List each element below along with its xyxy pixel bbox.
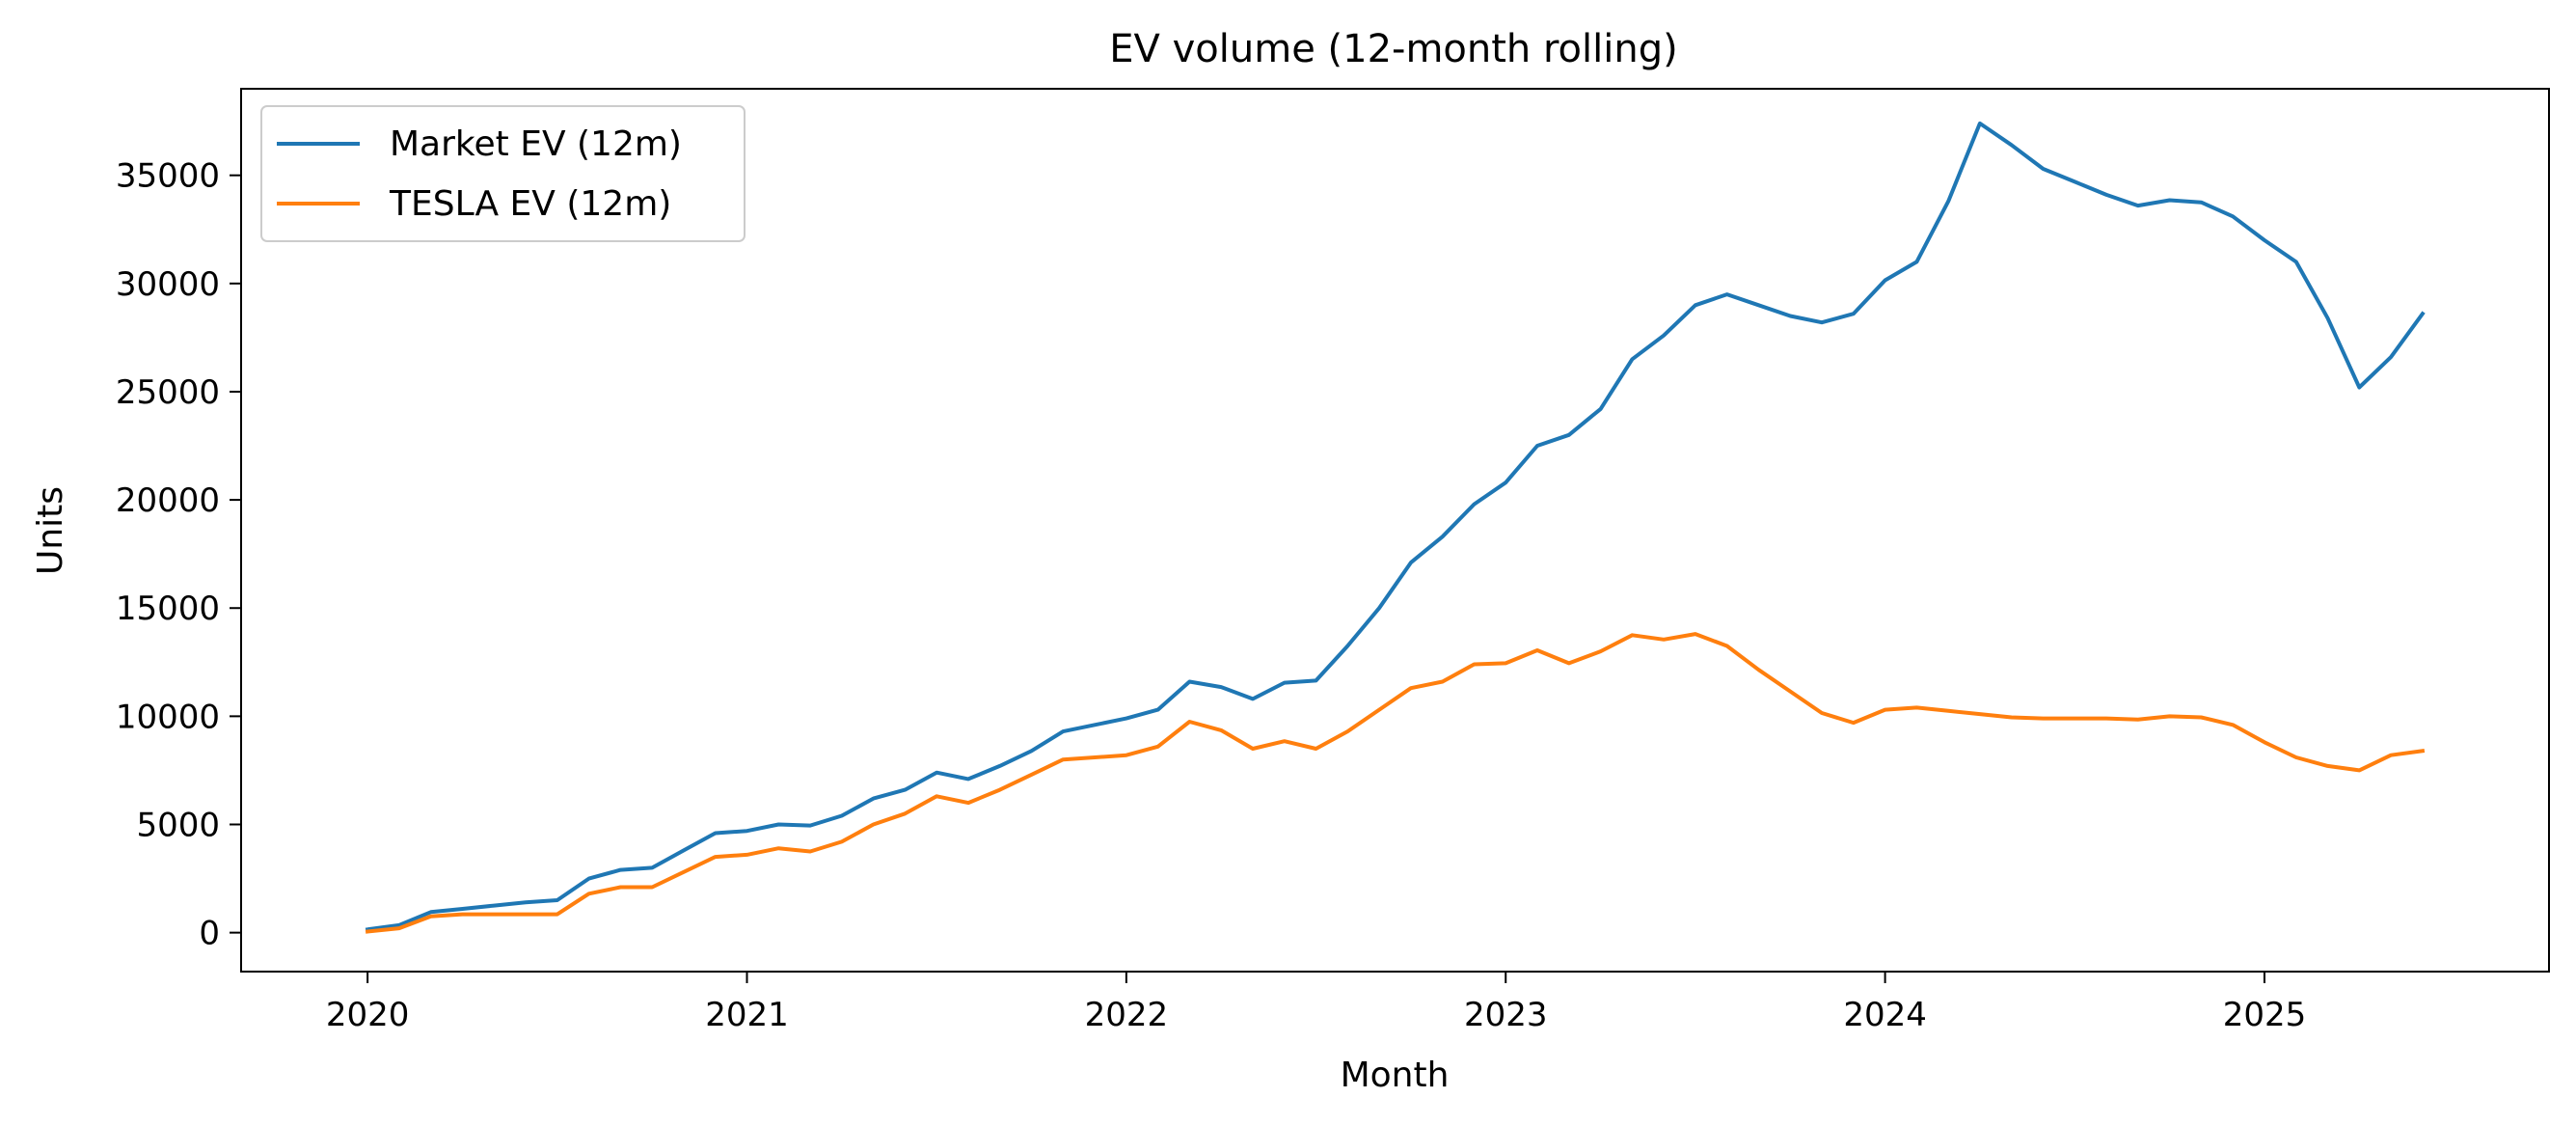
y-axis-label: Units xyxy=(31,486,70,575)
x-tick-label: 2020 xyxy=(326,996,410,1034)
y-tick-label: 25000 xyxy=(116,373,220,412)
plot-frame xyxy=(240,88,2550,973)
x-tick-label: 2022 xyxy=(1085,996,1169,1034)
chart-title: EV volume (12-month rolling) xyxy=(1109,27,1677,71)
legend: Market EV (12m) TESLA EV (12m) xyxy=(260,105,746,242)
x-tick-label: 2023 xyxy=(1464,996,1548,1034)
y-tick-label: 20000 xyxy=(116,481,220,520)
y-tick-label: 15000 xyxy=(116,590,220,628)
series-line-0 xyxy=(365,121,2426,932)
x-tick-label: 2024 xyxy=(1843,996,1927,1034)
series-line-1 xyxy=(365,632,2426,934)
x-tick-label: 2021 xyxy=(705,996,789,1034)
y-tick-label: 5000 xyxy=(136,807,220,845)
y-axis: 0 5000 10000 15000 20000 25000 30000 35000 xyxy=(116,157,241,953)
y-tick-label: 10000 xyxy=(116,698,220,736)
legend-label-tesla: TESLA EV (12m) xyxy=(389,184,671,224)
x-axis-label: Month xyxy=(1341,1056,1450,1095)
x-axis: 2020 2021 2022 2023 2024 2025 xyxy=(326,972,2306,1034)
y-tick-label: 0 xyxy=(199,915,220,953)
x-tick-label: 2025 xyxy=(2223,996,2307,1034)
y-tick-label: 30000 xyxy=(116,265,220,304)
legend-label-market: Market EV (12m) xyxy=(390,124,682,164)
y-tick-label: 35000 xyxy=(116,157,220,196)
legend-box xyxy=(260,105,746,242)
series-layer xyxy=(365,121,2426,934)
